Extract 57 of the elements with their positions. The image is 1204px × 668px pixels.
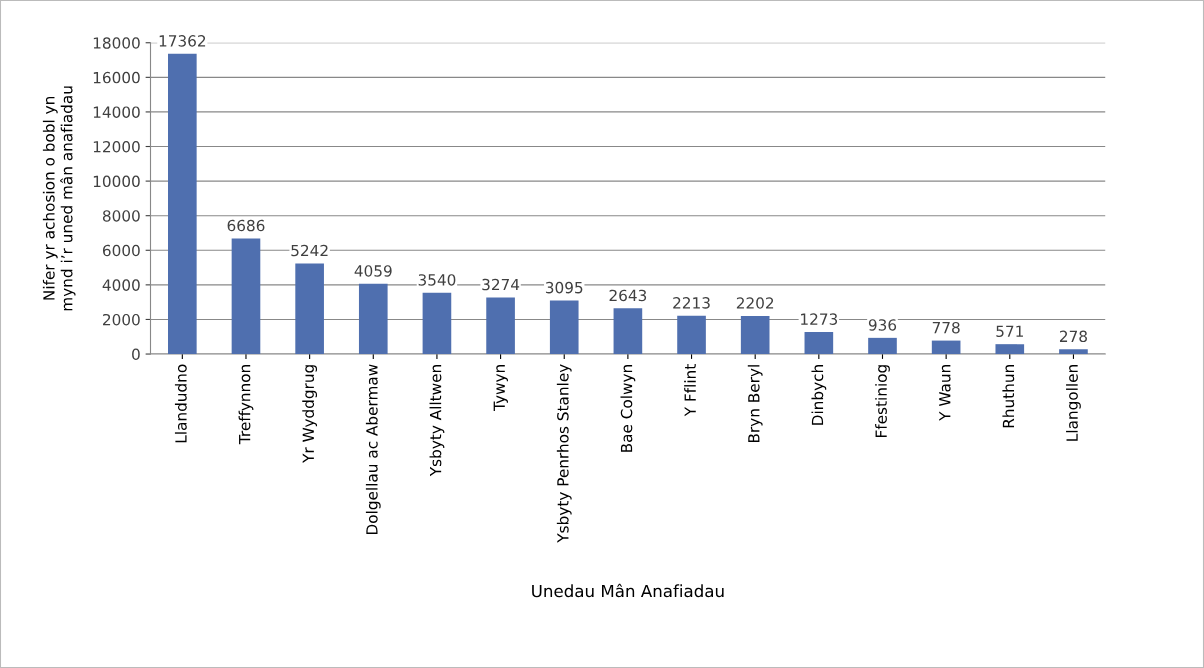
bar <box>868 337 897 355</box>
x-tick-label: Llandudno <box>174 364 187 443</box>
data-label: 1273 <box>801 313 838 325</box>
bar <box>358 283 388 355</box>
data-label: 571 <box>996 325 1023 338</box>
y-tick-label: 16000 <box>93 71 140 84</box>
x-tick-label: Y Fflint <box>684 364 696 417</box>
data-label: 17362 <box>159 35 206 47</box>
y-tick-label: 6000 <box>102 244 140 257</box>
bar <box>486 297 515 355</box>
x-tick-label: Ysbyty Alltwen <box>429 365 445 477</box>
y-tick-label: 12000 <box>93 140 140 153</box>
x-tick-label: Treffynnon <box>238 365 254 445</box>
x-tick-label: Dolgellau ac Abermaw <box>365 364 381 535</box>
bar <box>804 332 834 355</box>
data-label: 778 <box>932 321 960 334</box>
y-axis-title: Nifer yr achosion o bobl yn mynd i’r uned mân anafiadau <box>42 86 76 311</box>
y-tick-label: 18000 <box>93 37 140 49</box>
x-tick-label: Bae Colwyn <box>620 365 636 452</box>
bar <box>931 340 961 355</box>
y-tick-label: 14000 <box>93 106 140 118</box>
bar <box>1059 349 1088 355</box>
y-tick-label: 10000 <box>93 175 140 188</box>
x-tick-label: Rhuthun <box>1002 365 1015 428</box>
x-tick-label: Bryn Beryl <box>747 365 763 443</box>
bar <box>613 308 643 355</box>
x-tick-label: Ffestiniog <box>875 365 890 437</box>
bar <box>740 315 770 355</box>
data-label: 2202 <box>736 297 774 309</box>
data-label: 2213 <box>673 297 710 309</box>
data-label: 4059 <box>354 265 392 277</box>
data-label: 3540 <box>418 274 456 286</box>
bar <box>231 238 261 355</box>
y-tick-label: 0 <box>132 348 140 361</box>
bar <box>677 315 706 355</box>
x-tick-label: Llangollen <box>1066 365 1081 441</box>
data-label: 3095 <box>545 281 583 294</box>
y-tick-label: 8000 <box>102 210 140 222</box>
x-tick-label: Tywyn <box>493 365 508 412</box>
data-label: 3274 <box>482 278 520 291</box>
bar <box>168 53 197 355</box>
bar <box>995 344 1025 355</box>
x-tick-label: Ysbyty Penrhos Stanley <box>556 364 572 543</box>
x-tick-label: Yr Wyddgrug <box>302 365 318 463</box>
data-label: 2643 <box>609 289 647 302</box>
data-label: 278 <box>1059 330 1087 343</box>
x-tick-label: Dinbych <box>811 365 827 425</box>
y-tick-label: 2000 <box>103 313 140 326</box>
y-tick-label: 4000 <box>102 279 140 291</box>
x-axis-title: Unedau Mân Anafiadau <box>532 583 724 598</box>
bar <box>295 263 324 355</box>
bar <box>549 300 579 355</box>
bar <box>422 292 452 355</box>
data-label: 936 <box>868 319 897 331</box>
data-label: 6686 <box>227 219 265 232</box>
x-tick-label: Y Waun <box>939 365 951 421</box>
data-label: 5242 <box>291 244 328 257</box>
